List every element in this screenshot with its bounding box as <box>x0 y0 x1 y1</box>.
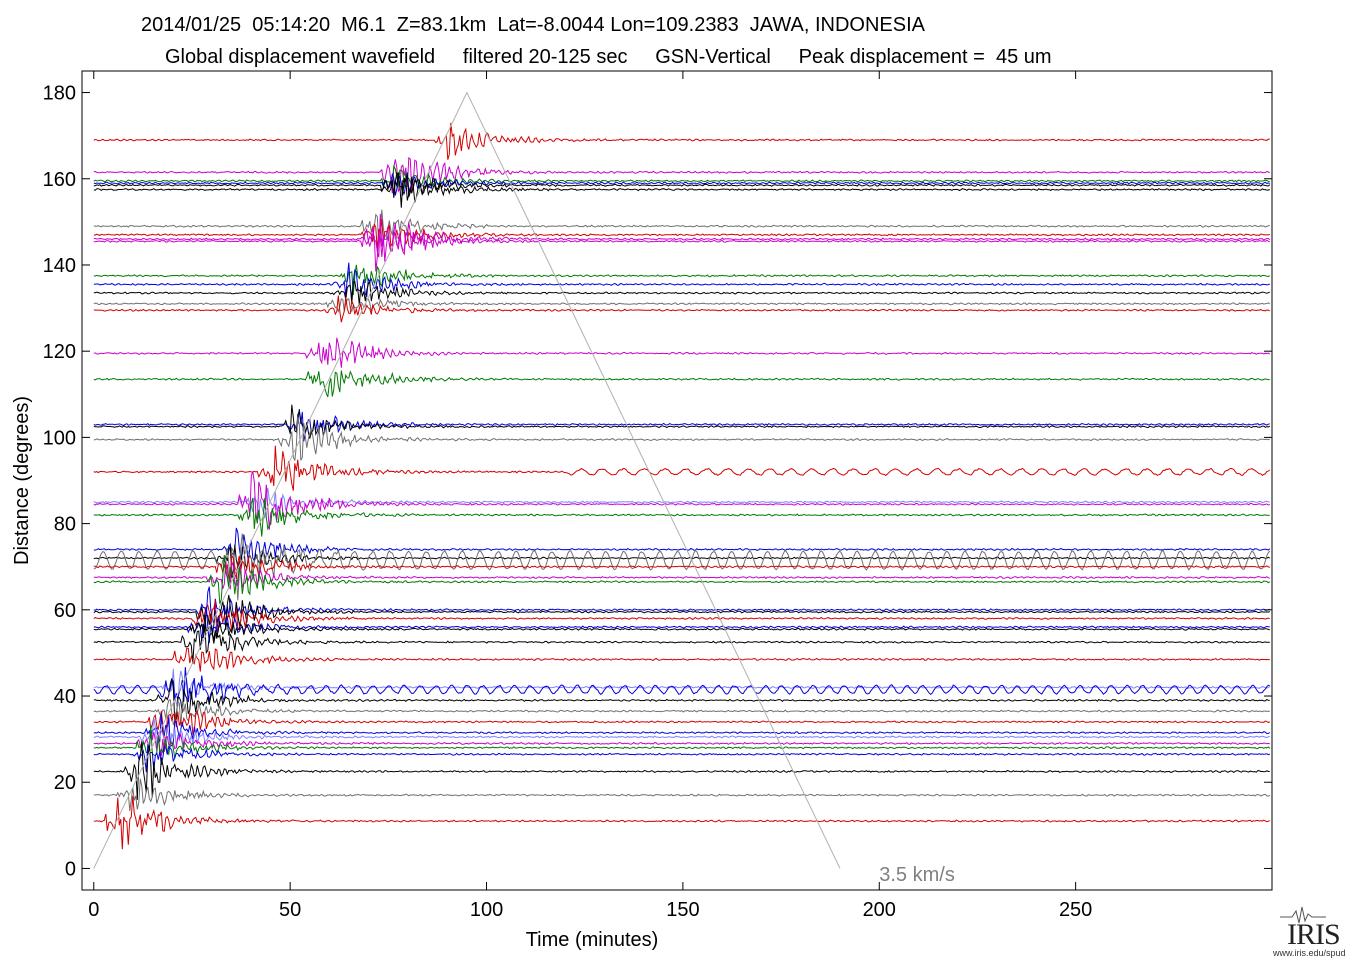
x-tick-label: 0 <box>88 899 99 921</box>
trace-133.5-deg <box>93 280 1271 306</box>
trace-102.5-deg <box>93 404 1271 439</box>
chart-title: 2014/01/25 05:14:20 M6.1 Z=83.1km Lat=-8… <box>141 14 926 36</box>
x-tick-label: 250 <box>1059 899 1092 921</box>
trace-22.5-deg <box>93 741 1270 800</box>
velocity-line-layer <box>93 91 841 869</box>
trace-137.5-deg <box>93 264 1271 296</box>
y-tick-label: 140 <box>43 255 76 277</box>
trace-66.5-deg <box>93 554 1271 604</box>
y-tick-label: 160 <box>43 169 76 191</box>
trace-159-deg <box>93 172 1270 196</box>
y-tick-label: 180 <box>43 83 76 105</box>
trace-67.5-deg <box>93 560 1270 590</box>
y-tick-label: 60 <box>54 600 76 622</box>
ticks-layer: 0 50 100 150 200 250 0 20 40 60 80 100 120 140 160 180 <box>43 71 1272 921</box>
trace-74-deg <box>93 527 1271 563</box>
trace-42-deg <box>93 668 1271 707</box>
x-tick-label: 50 <box>279 899 301 921</box>
trace-146-deg <box>93 213 1271 262</box>
trace-70-deg <box>93 553 1270 580</box>
trace-26.5-deg <box>93 744 1271 773</box>
trace-17-deg <box>93 778 1270 812</box>
trace-161.5-deg <box>93 156 1271 194</box>
y-tick-label: 20 <box>54 772 76 794</box>
trace-147-deg <box>93 218 1270 251</box>
trace-29-deg <box>93 728 1270 757</box>
trace-56-deg <box>93 606 1270 644</box>
trace-99.5-deg <box>93 416 1270 461</box>
trace-159.5-deg <box>93 164 1270 190</box>
x-tick-label: 200 <box>863 899 896 921</box>
trace-36.5-deg <box>93 699 1270 727</box>
trace-169-deg <box>93 122 1270 160</box>
trace-119.5-deg <box>93 337 1271 368</box>
trace-85-deg <box>93 487 1270 519</box>
y-tick-label: 40 <box>54 686 76 708</box>
velocity-annotation: 3.5 km/s <box>879 864 955 886</box>
trace-82-deg <box>93 497 1270 537</box>
trace-129.5-deg <box>93 295 1271 323</box>
trace-39-deg <box>93 678 1270 723</box>
x-axis-label: Time (minutes) <box>526 929 659 951</box>
y-tick-label: 0 <box>65 858 76 880</box>
trace-84.5-deg <box>93 471 1271 530</box>
iris-url: www.iris.edu/spud <box>1273 948 1346 958</box>
x-tick-label: 150 <box>666 899 699 921</box>
trace-103-deg <box>93 409 1270 442</box>
trace-41.5-deg <box>93 667 1270 703</box>
trace-145.5-deg <box>93 226 1271 272</box>
y-tick-label: 80 <box>54 514 76 536</box>
trace-48.5-deg <box>93 647 1270 672</box>
chart-subtitle: Global displacement wavefield filtered 2… <box>165 46 1052 68</box>
trace-131-deg <box>93 297 1271 314</box>
y-axis-label: Distance (degrees) <box>11 396 33 565</box>
trace-59.5-deg <box>93 594 1270 636</box>
trace-157.5-deg <box>93 171 1270 208</box>
iris-logo-icon <box>1280 906 1326 924</box>
trace-92-deg <box>93 445 1271 491</box>
trace-34-deg <box>93 709 1270 748</box>
iris-logo-text: IRIS <box>1287 918 1341 951</box>
trace-52.5-deg <box>93 625 1270 664</box>
trace-135.5-deg <box>93 262 1271 298</box>
x-tick-label: 100 <box>470 899 503 921</box>
trace-11-deg <box>93 795 1270 850</box>
traces-layer <box>93 122 1271 850</box>
trace-55.5-deg <box>93 614 1270 640</box>
trace-31.5-deg <box>93 713 1271 747</box>
trace-149-deg <box>93 209 1270 246</box>
y-tick-label: 120 <box>43 341 76 363</box>
trace-28-deg <box>93 725 1271 759</box>
trace-60-deg <box>93 586 1270 625</box>
trace-113.5-deg <box>93 370 1270 398</box>
y-tick-label: 100 <box>43 427 76 449</box>
trace-30.5-deg <box>93 716 1270 748</box>
trace-58-deg <box>93 600 1271 637</box>
plot-frame <box>81 70 1273 891</box>
velocity-line-3-5-kms <box>93 91 841 869</box>
trace-158.5-deg <box>93 172 1271 197</box>
